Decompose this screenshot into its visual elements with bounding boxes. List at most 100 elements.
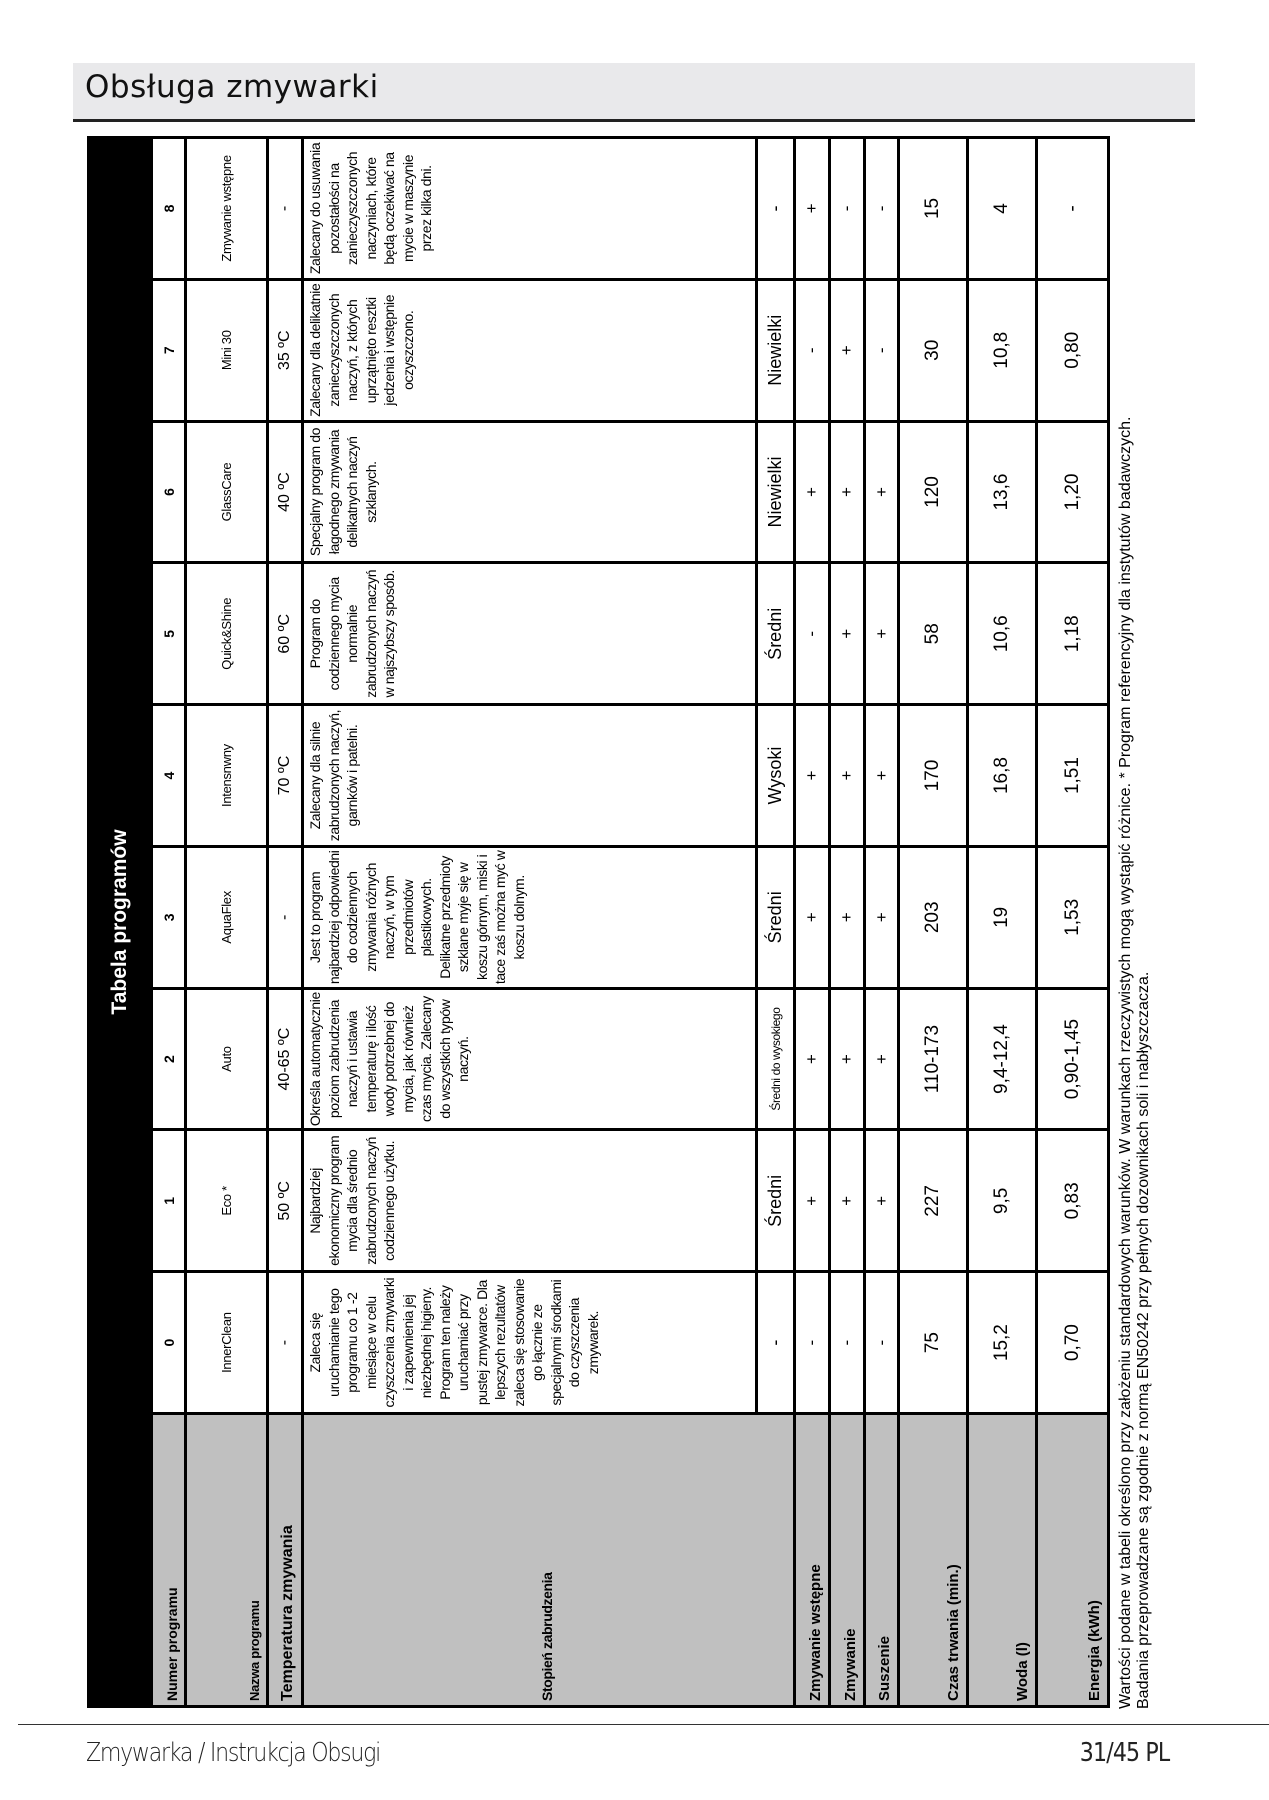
cell-energy: - bbox=[1036, 137, 1109, 280]
footer-manual-title: Zmywarka / Instrukcja Obsugi bbox=[86, 1738, 381, 1768]
cell-water: 9,5 bbox=[967, 1129, 1037, 1272]
cell-wash: + bbox=[829, 1129, 865, 1272]
cell-description: Określa automatycznie poziom zabrudzenia… bbox=[302, 988, 757, 1130]
cell-name: Mini 30 bbox=[185, 279, 268, 422]
cell-duration: 227 bbox=[898, 1129, 968, 1272]
cell-description: Program do codziennego mycia normalnie z… bbox=[302, 562, 757, 705]
cell-prewash: + bbox=[794, 988, 830, 1130]
cell-wash: + bbox=[829, 846, 865, 989]
cell-number: 6 bbox=[151, 421, 186, 563]
cell-temperature: - bbox=[267, 846, 303, 989]
cell-duration: 170 bbox=[898, 704, 968, 847]
footer-divider bbox=[18, 1724, 1269, 1725]
footer-page-number: 31/45 PL bbox=[1079, 1738, 1169, 1768]
section-header: Obsługa zmywarki bbox=[73, 63, 1195, 122]
cell-temperature: 50 ºC bbox=[267, 1129, 303, 1272]
cell-water: 9,4-12,4 bbox=[967, 988, 1037, 1130]
cell-dry: - bbox=[864, 137, 899, 280]
cell-name: Zmywanie wstępne bbox=[185, 137, 268, 280]
cell-water: 4 bbox=[967, 137, 1037, 280]
row-label-water: Woda (l) bbox=[967, 1413, 1037, 1707]
cell-energy: 0,70 bbox=[1036, 1271, 1109, 1414]
section-title: Obsługa zmywarki bbox=[85, 69, 379, 105]
cell-name: AquaFlex bbox=[185, 846, 268, 989]
cell-temperature: 40-65 ºC bbox=[267, 988, 303, 1130]
cell-soil: Niewielki bbox=[756, 421, 795, 563]
cell-temperature: - bbox=[267, 1271, 303, 1414]
cell-energy: 1,53 bbox=[1036, 846, 1109, 989]
row-label-number: Numer programu bbox=[151, 1413, 186, 1707]
cell-water: 19 bbox=[967, 846, 1037, 989]
cell-prewash: + bbox=[794, 1129, 830, 1272]
cell-temperature: 40 ºC bbox=[267, 421, 303, 563]
cell-energy: 0,90-1,45 bbox=[1036, 988, 1109, 1130]
cell-name: Auto bbox=[185, 988, 268, 1130]
cell-dry: + bbox=[864, 1129, 899, 1272]
cell-water: 10,8 bbox=[967, 279, 1037, 422]
cell-soil: Średni bbox=[756, 1129, 795, 1272]
row-dry: Suszenie - + + + + + + - - bbox=[864, 137, 899, 1707]
cell-water: 16,8 bbox=[967, 704, 1037, 847]
cell-wash: + bbox=[829, 279, 865, 422]
cell-number: 0 bbox=[151, 1271, 186, 1414]
cell-soil: Wysoki bbox=[756, 704, 795, 847]
cell-dry: + bbox=[864, 421, 899, 563]
row-label-soil: Stopień zabrudzenia bbox=[302, 1413, 795, 1707]
cell-duration: 120 bbox=[898, 421, 968, 563]
cell-number: 5 bbox=[151, 562, 186, 705]
cell-wash: - bbox=[829, 1271, 865, 1414]
cell-name: Eco * bbox=[185, 1129, 268, 1272]
cell-description: Specjalny program do łagodnego zmywania … bbox=[302, 421, 757, 563]
row-label-energy: Energia (kWh) bbox=[1036, 1413, 1109, 1707]
cell-temperature: 60 ºC bbox=[267, 562, 303, 705]
row-label-wash: Zmywanie bbox=[829, 1413, 865, 1707]
cell-prewash: + bbox=[794, 704, 830, 847]
cell-wash: - bbox=[829, 137, 865, 280]
cell-number: 4 bbox=[151, 704, 186, 847]
row-duration: Czas trwania (min.) 75 227 110-173 203 170 58 1… bbox=[898, 137, 968, 1707]
cell-soil: Średni do wysokiego bbox=[756, 988, 795, 1130]
cell-dry: - bbox=[864, 1271, 899, 1414]
cell-water: 10,6 bbox=[967, 562, 1037, 705]
cell-name: Intensnwny bbox=[185, 704, 268, 847]
cell-soil: Średni bbox=[756, 846, 795, 989]
cell-wash: + bbox=[829, 988, 865, 1130]
row-wash: Zmywanie - + + + + + + + - bbox=[829, 137, 865, 1707]
cell-soil: Średni bbox=[756, 562, 795, 705]
cell-dry: + bbox=[864, 988, 899, 1130]
cell-dry: + bbox=[864, 704, 899, 847]
cell-dry: + bbox=[864, 846, 899, 989]
cell-soil: - bbox=[756, 1271, 795, 1414]
cell-description: Zalecany dla delikatnie zanieczyszczonyc… bbox=[302, 279, 757, 422]
cell-temperature: - bbox=[267, 137, 303, 280]
cell-wash: + bbox=[829, 421, 865, 563]
cell-name: GlassCare bbox=[185, 421, 268, 563]
row-description: Stopień zabrudzenia Zaleca się uruchamian… bbox=[302, 137, 795, 1707]
row-label-prewash: Zmywanie wstępne bbox=[794, 1413, 830, 1707]
cell-prewash: + bbox=[794, 846, 830, 989]
cell-water: 13,6 bbox=[967, 421, 1037, 563]
row-label-dry: Suszenie bbox=[864, 1413, 899, 1707]
cell-description: Zalecany do usuwania pozostałości na zan… bbox=[302, 137, 757, 280]
cell-soil: Niewielki bbox=[756, 279, 795, 422]
cell-prewash: - bbox=[794, 279, 830, 422]
cell-energy: 0,80 bbox=[1036, 279, 1109, 422]
row-label-temperature: Temperatura zmywania bbox=[267, 1413, 303, 1707]
cell-description: Zaleca się uruchamianie tego programu co… bbox=[302, 1271, 757, 1414]
cell-duration: 110-173 bbox=[898, 988, 968, 1130]
cell-temperature: 70 ºC bbox=[267, 704, 303, 847]
row-number: Numer programu 0 1 2 3 4 5 6 7 8 bbox=[151, 137, 186, 1707]
cell-number: 1 bbox=[151, 1129, 186, 1272]
row-temperature: Temperatura zmywania -50 ºC 40-65 ºC -70 ºC… bbox=[267, 137, 303, 1707]
program-table: Tabela programów Numer programu 0 1 2 3 4 5 6 7 8 N… bbox=[87, 136, 1109, 1708]
cell-description: Jest to program najbardziej odpowiedni d… bbox=[302, 846, 757, 989]
cell-number: 7 bbox=[151, 279, 186, 422]
cell-name: Quick&Shine bbox=[185, 562, 268, 705]
note-line-2: Badania przeprowadzane są zgodnie z norm… bbox=[1135, 971, 1152, 1709]
cell-soil: - bbox=[756, 137, 795, 280]
row-water: Woda (l) 15,2 9,5 9,4-12,4 19 16,8 10,6 13,6 10,… bbox=[967, 137, 1037, 1707]
cell-energy: 1,18 bbox=[1036, 562, 1109, 705]
cell-duration: 75 bbox=[898, 1271, 968, 1414]
row-label-duration: Czas trwania (min.) bbox=[898, 1413, 968, 1707]
cell-prewash: - bbox=[794, 562, 830, 705]
